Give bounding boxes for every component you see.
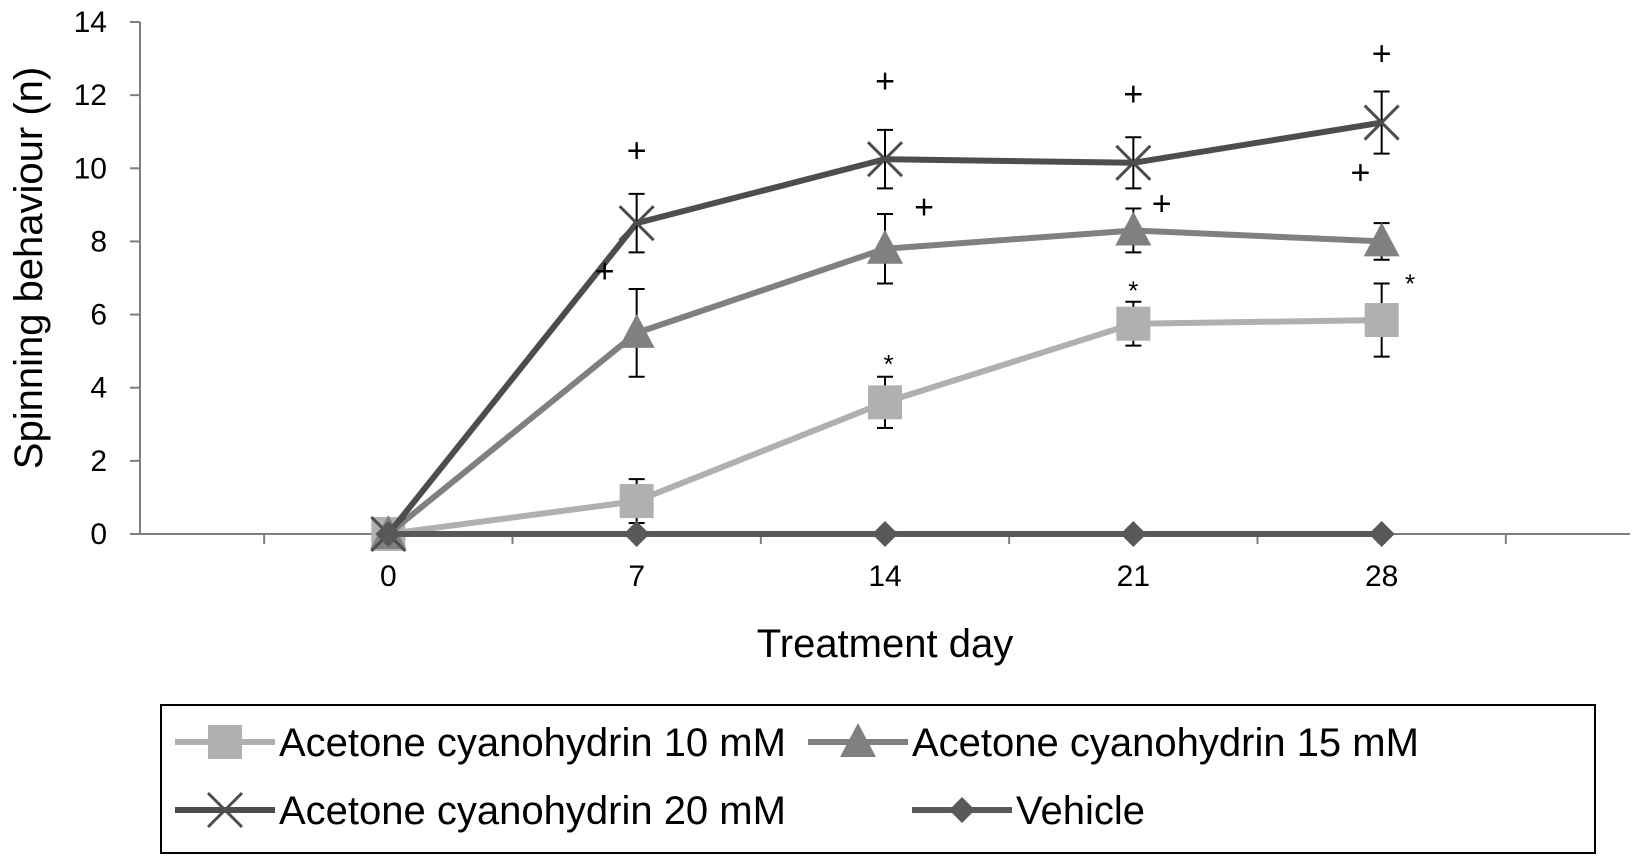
- x-tick-label: 28: [1365, 560, 1398, 593]
- data-point: [619, 484, 654, 519]
- significance-star: *: [883, 349, 893, 379]
- legend-label: Vehicle: [1016, 789, 1145, 833]
- legend-label: Acetone cyanohydrin 15 mM: [912, 721, 1419, 765]
- legend-swatch-marker: [840, 723, 876, 757]
- y-tick-label: 2: [90, 445, 107, 478]
- data-point: [375, 521, 402, 547]
- data-point: [618, 313, 655, 348]
- data-point: [866, 141, 904, 178]
- significance-plus: +: [1350, 154, 1370, 192]
- data-point: [1364, 303, 1399, 338]
- significance-plus: +: [627, 132, 647, 170]
- y-tick-label: 14: [74, 6, 107, 39]
- annotations: + + + + + + + + * * *: [595, 35, 1415, 379]
- data-point: [1363, 104, 1400, 141]
- data-point: [867, 229, 903, 264]
- legend-label: Acetone cyanohydrin 10 mM: [279, 721, 786, 765]
- x-tick-label: 7: [628, 560, 645, 593]
- legend-frame: [160, 704, 1596, 854]
- x-tick-label: 21: [1117, 560, 1150, 593]
- data-point: [868, 385, 902, 420]
- data-point: [1115, 211, 1152, 246]
- significance-plus: +: [875, 63, 895, 101]
- data-point: [1116, 306, 1151, 341]
- y-axis-title: Spinning behaviour (n): [7, 67, 51, 469]
- data-point: [623, 521, 650, 547]
- data-point: [872, 521, 898, 547]
- significance-star: *: [1128, 276, 1138, 306]
- legend-entry: Acetone cyanohydrin 15 mM: [808, 721, 1419, 765]
- y-tick-label: 8: [90, 225, 107, 258]
- y-tick-label: 6: [90, 299, 107, 332]
- significance-plus: +: [1372, 35, 1392, 73]
- data-point-stroke-b: [1115, 144, 1152, 181]
- y-tick-label: 4: [90, 372, 107, 405]
- x-axis-title: Treatment day: [757, 622, 1013, 666]
- significance-plus: +: [914, 189, 934, 227]
- data-point-stroke-b: [1363, 104, 1400, 141]
- data-point-stroke-b: [618, 205, 655, 242]
- significance-star: *: [1405, 268, 1415, 298]
- y-tick-label: 10: [74, 152, 107, 185]
- x-tick-label: 0: [380, 560, 397, 593]
- data-point-stroke-b: [866, 141, 904, 178]
- y-tick-label: 0: [90, 518, 107, 551]
- legend-label: Acetone cyanohydrin 20 mM: [279, 789, 786, 833]
- series-layer: [370, 90, 1400, 553]
- axes: 0 2 4 6 8 10 12 14 0 7 14 21 28: [74, 6, 1630, 593]
- legend-swatch-marker-stroke-b: [206, 791, 244, 829]
- significance-plus: +: [595, 253, 615, 291]
- legend-swatch-marker: [208, 725, 242, 759]
- data-point: [1363, 222, 1400, 257]
- x-tick-label: 14: [868, 560, 901, 593]
- legend-entry: Acetone cyanohydrin 20 mM: [175, 789, 786, 833]
- data-point: [1115, 144, 1152, 181]
- legend-swatch-marker: [949, 797, 975, 823]
- significance-plus: +: [1123, 75, 1143, 113]
- series-0: [371, 282, 1399, 551]
- data-point: [1368, 521, 1395, 547]
- significance-plus: +: [1152, 185, 1172, 223]
- legend: Acetone cyanohydrin 10 mM Acetone cyanohy…: [160, 704, 1596, 854]
- data-point: [1120, 521, 1147, 547]
- y-tick-label: 12: [74, 79, 107, 112]
- legend-entry: Acetone cyanohydrin 10 mM: [175, 721, 786, 765]
- data-point: [618, 205, 655, 242]
- legend-swatch-marker: [206, 791, 244, 829]
- series-3: [375, 521, 1395, 547]
- legend-entry: Vehicle: [912, 789, 1145, 833]
- series-2: [370, 90, 1400, 553]
